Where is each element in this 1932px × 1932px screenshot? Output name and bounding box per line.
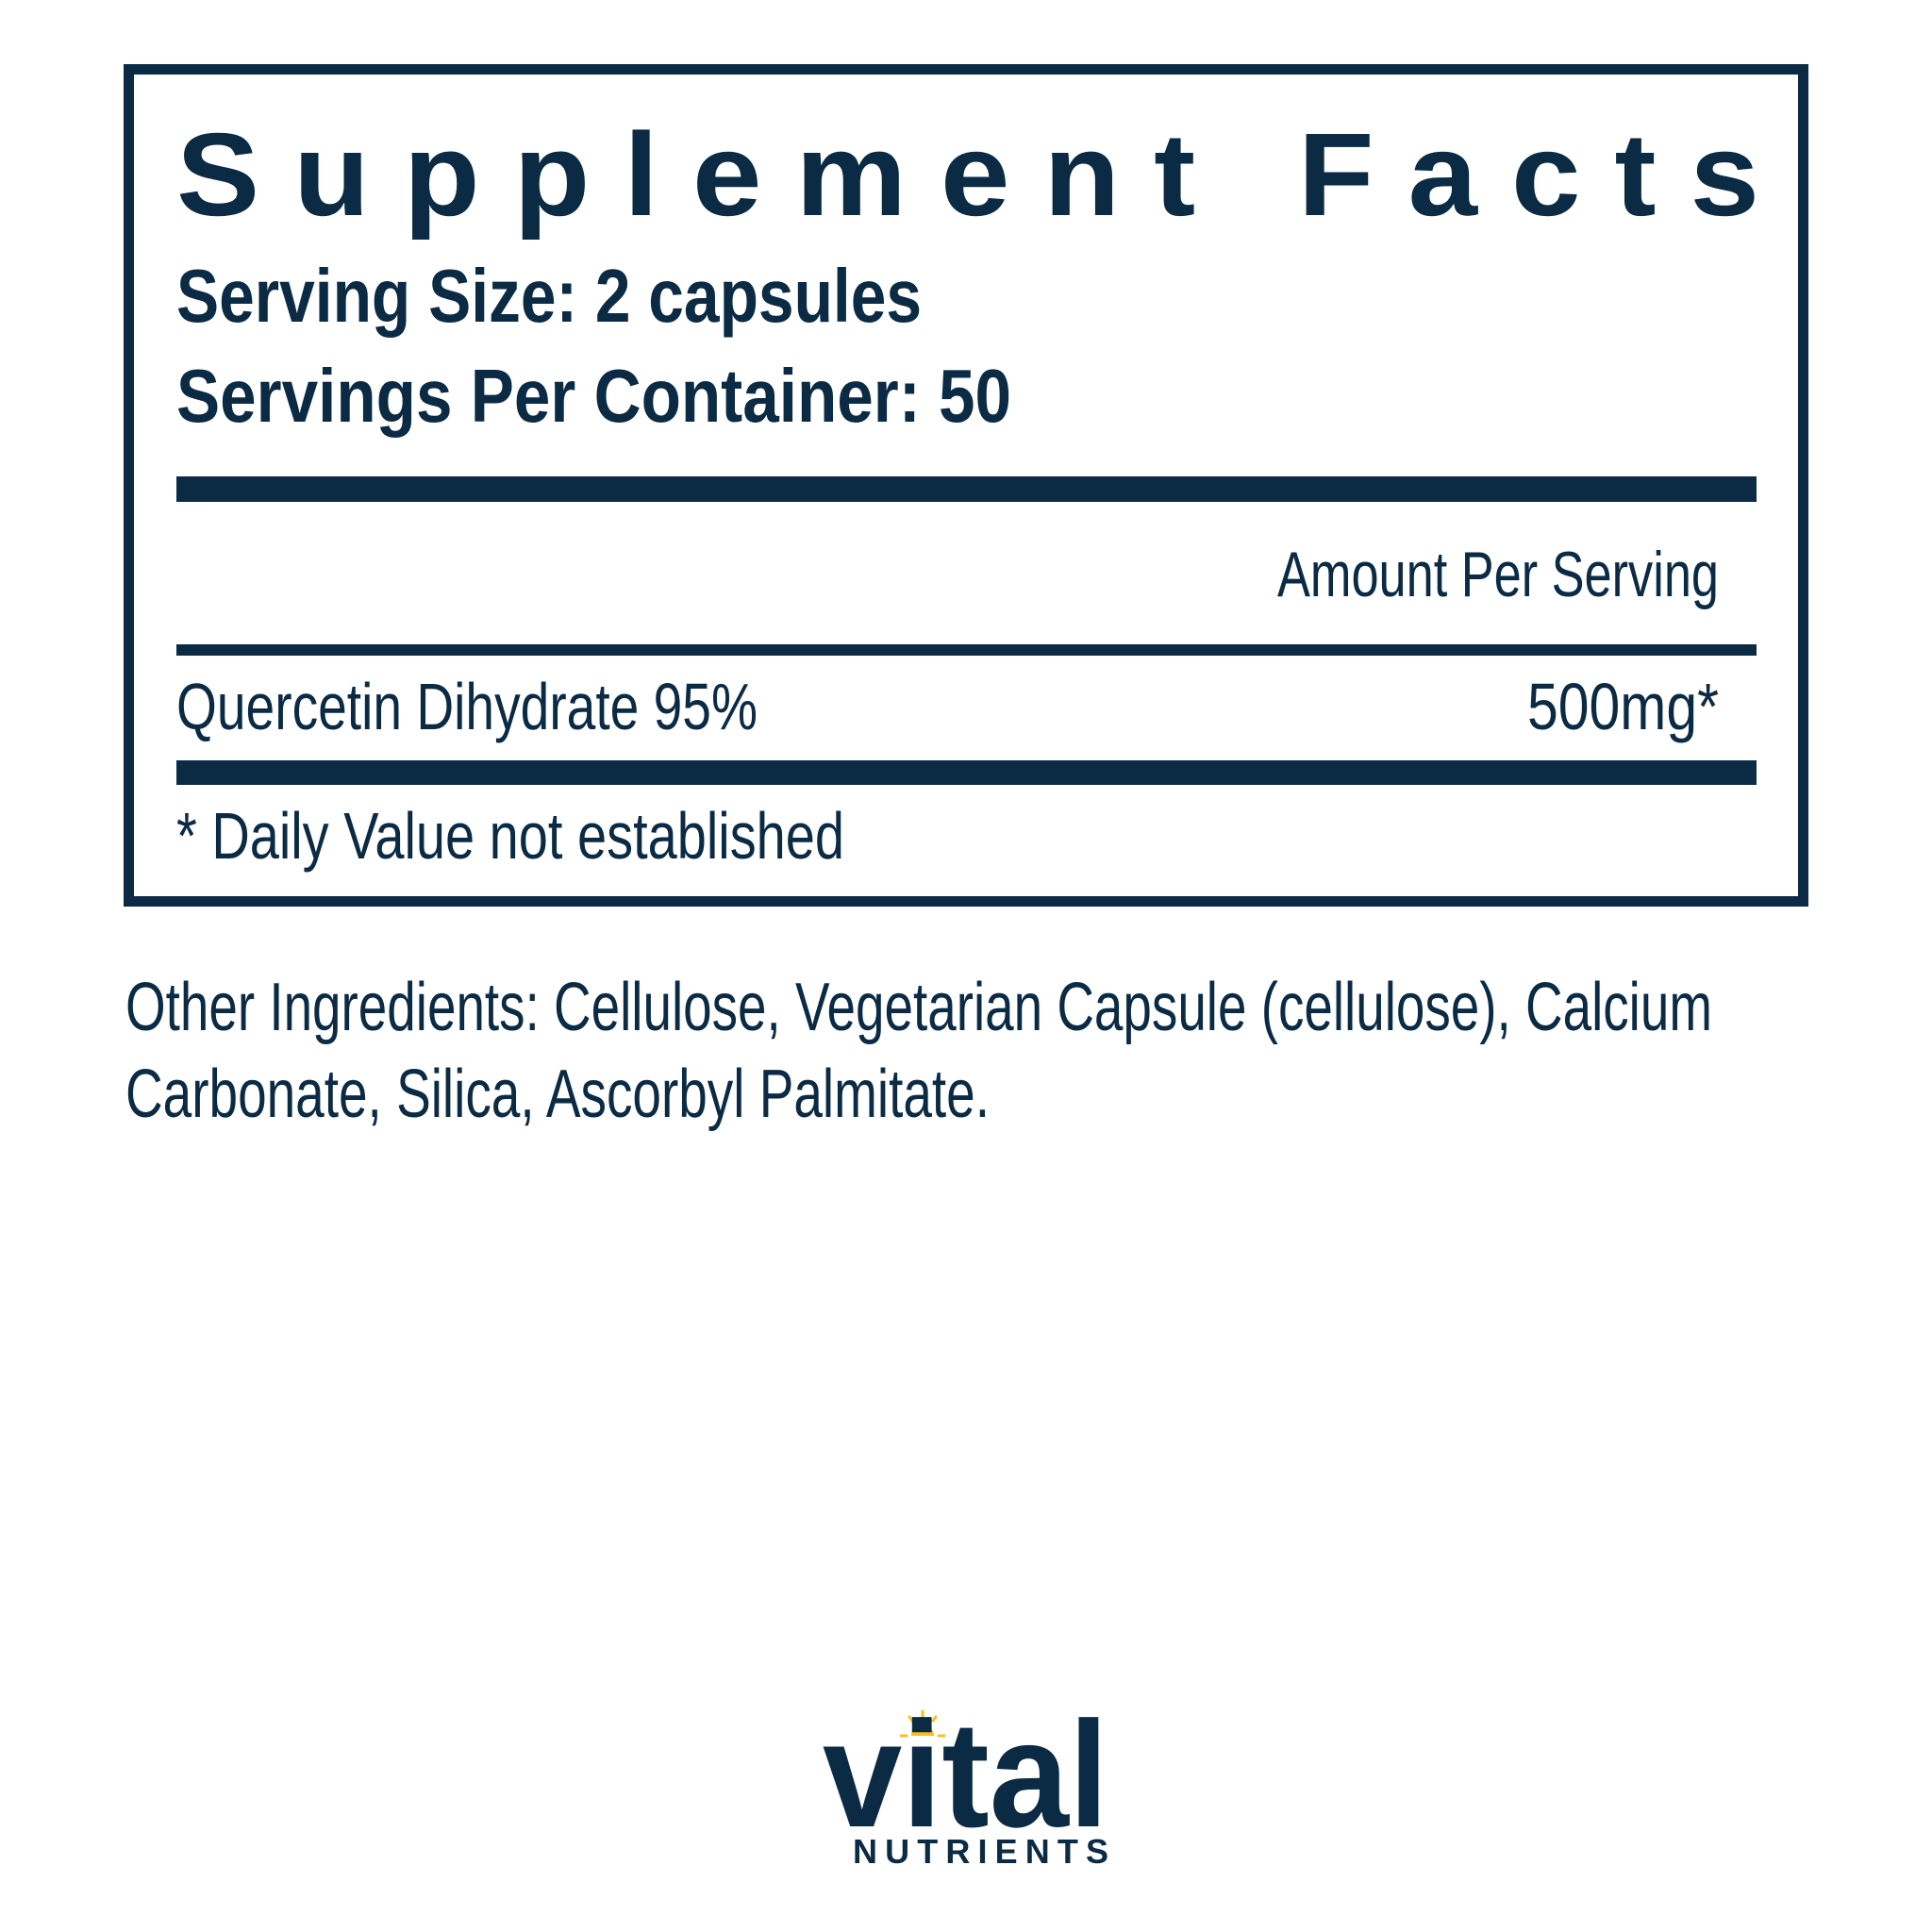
- thick-divider: [176, 476, 1757, 502]
- other-ingredients-line2: Carbonate, Silica, Ascorbyl Palmitate.: [125, 1057, 990, 1132]
- thick-divider: [176, 760, 1757, 785]
- footnote: * Daily Value not established: [176, 799, 844, 873]
- ingredient-name: Quercetin Dihydrate 95%: [176, 670, 758, 743]
- supplement-facts-panel: [124, 64, 1808, 907]
- servings-per-container: Servings Per Container: 50: [176, 354, 1011, 438]
- vital-nutrients-logo: vital NUTRIENTS: [823, 1698, 1108, 1871]
- panel-title: Supplement Facts: [176, 109, 1793, 241]
- logo-subtitle: NUTRIENTS: [853, 1832, 1108, 1871]
- other-ingredients-line1: Other Ingredients: Cellulose, Vegetarian…: [125, 970, 1712, 1045]
- amount-per-serving-header: Amount Per Serving: [1277, 539, 1719, 610]
- ingredient-amount: 500mg*: [1527, 670, 1719, 743]
- thin-divider: [176, 644, 1757, 656]
- sun-icon: [899, 1709, 946, 1738]
- serving-size: Serving Size: 2 capsules: [176, 254, 922, 338]
- logo-wordmark: vital: [823, 1698, 1108, 1858]
